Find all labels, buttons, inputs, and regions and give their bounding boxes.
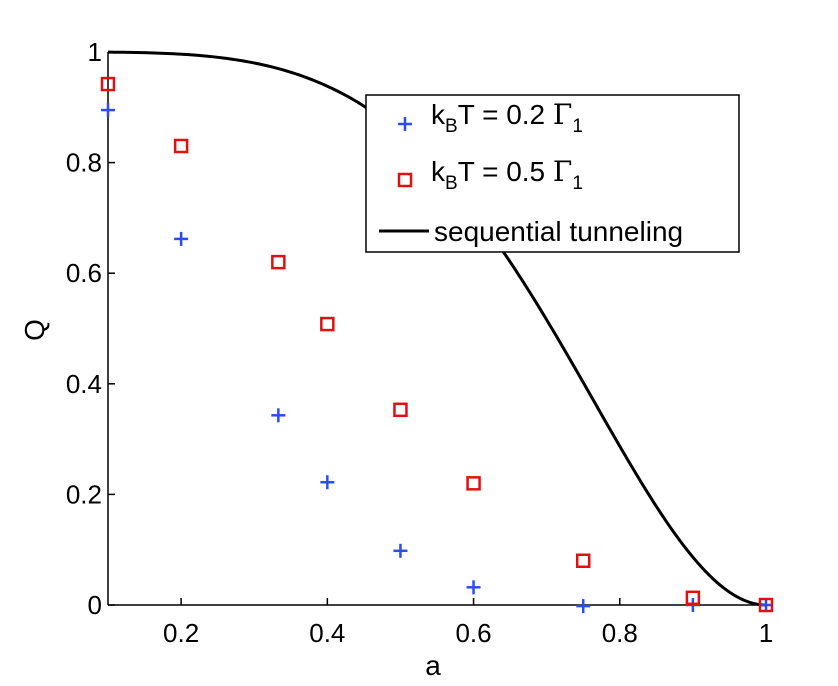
series-kbt-0-2 — [101, 103, 773, 614]
data-point-square — [758, 597, 774, 613]
legend-square — [397, 172, 413, 188]
y-tick-label: 0 — [88, 590, 102, 620]
legend-plus — [398, 117, 412, 131]
data-point-plus — [759, 598, 773, 612]
y-tick-label: 1 — [88, 37, 102, 67]
legend-entry-kbt-0-5: kBT = 0.5 Γ1 — [431, 155, 583, 194]
series-kbt-0-5 — [100, 76, 774, 613]
x-tick-label: 0.4 — [309, 618, 345, 648]
legend-entry-kbt-0-2: kBT = 0.2 Γ1 — [431, 98, 583, 137]
y-axis: 0 0.2 0.4 0.6 0.8 1 — [66, 37, 115, 620]
legend-marker-square — [397, 172, 413, 188]
x-axis-label: a — [425, 650, 441, 681]
data-point-plus — [174, 231, 189, 246]
data-point-plus — [466, 580, 481, 595]
x-axis: 0.2 0.4 0.6 0.8 1 — [163, 598, 773, 648]
y-tick-label: 0.2 — [66, 479, 102, 509]
data-point-square — [393, 402, 408, 418]
x-tick-label: 0.8 — [602, 618, 638, 648]
data-point-plus — [576, 599, 591, 614]
data-point-plus — [320, 475, 335, 490]
data-point-square — [466, 476, 481, 491]
x-tick-label: 0.6 — [455, 618, 491, 648]
data-point-square — [271, 254, 286, 270]
axes-frame — [107, 52, 766, 606]
data-point-square — [173, 138, 189, 154]
data-point-plus — [271, 408, 286, 423]
data-point-square — [100, 76, 116, 92]
y-tick-label: 0.4 — [66, 369, 102, 399]
legend: kBT = 0.2 Γ1 kBT = 0.5 Γ1 sequential tun… — [365, 94, 740, 253]
legend-box — [365, 94, 740, 253]
legend-marker-plus — [398, 117, 412, 131]
legend-entry-sequential-tunneling: sequential tunneling — [434, 216, 683, 247]
y-axis-label: Q — [19, 319, 50, 341]
data-point-plus — [393, 543, 408, 558]
y-tick-label: 0.6 — [66, 258, 102, 288]
data-point-square — [685, 590, 701, 606]
data-point-square — [575, 553, 591, 569]
data-point-square — [320, 316, 335, 332]
y-tick-label: 0.8 — [66, 148, 102, 178]
data-point-plus — [101, 103, 115, 118]
x-tick-label: 0.2 — [163, 618, 199, 648]
x-tick-label: 1 — [759, 618, 773, 648]
